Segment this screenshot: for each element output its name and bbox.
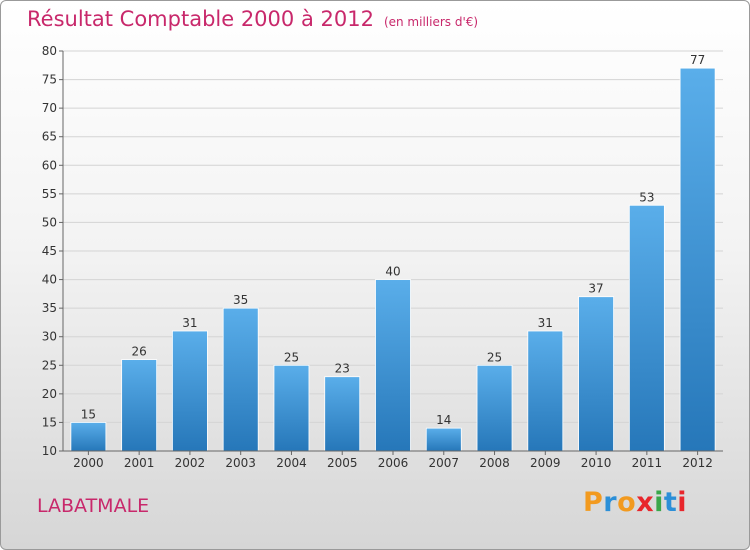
chart-subtitle: (en milliers d'€) xyxy=(383,15,479,29)
bar xyxy=(172,330,208,452)
logo-letter: o xyxy=(617,487,637,518)
x-tick-label: 2009 xyxy=(530,456,561,470)
bar-value-label: 26 xyxy=(132,345,147,359)
commune-name: LABATMALE xyxy=(37,495,150,517)
bar xyxy=(425,427,462,452)
bar-value-label: 77 xyxy=(690,53,705,67)
bar-value-label: 15 xyxy=(81,407,96,421)
x-tick-label: 2000 xyxy=(73,456,104,470)
bar-value-label: 25 xyxy=(284,350,299,364)
bar-value-label: 14 xyxy=(436,413,451,427)
y-tick-label: 20 xyxy=(42,387,57,401)
chart-title: Résultat Comptable 2000 à 2012 xyxy=(27,7,374,31)
bar-value-label: 53 xyxy=(639,190,654,204)
proxiti-logo: Proxiti xyxy=(583,487,687,518)
x-tick-label: 2005 xyxy=(327,456,358,470)
y-tick-label: 10 xyxy=(42,444,57,458)
x-tick-label: 2006 xyxy=(378,456,409,470)
bar xyxy=(70,422,107,452)
y-tick-label: 40 xyxy=(42,273,57,287)
y-tick-label: 35 xyxy=(42,301,57,315)
x-tick-label: 2003 xyxy=(225,456,256,470)
bar-value-label: 31 xyxy=(538,316,553,330)
x-tick-label: 2004 xyxy=(276,456,307,470)
y-tick-label: 80 xyxy=(42,44,57,58)
x-tick-label: 2010 xyxy=(581,456,612,470)
x-tick-label: 2008 xyxy=(479,456,510,470)
y-tick-label: 55 xyxy=(42,187,57,201)
y-tick-label: 70 xyxy=(42,101,57,115)
bar xyxy=(375,279,411,452)
bar-value-label: 40 xyxy=(385,265,400,279)
labels: 10 15 20 25 30 35 40 45 50 55 60 65 70 75 80 15 2000 26 20… xyxy=(42,44,713,470)
axes xyxy=(59,50,723,455)
y-tick-label: 75 xyxy=(42,73,57,87)
bar xyxy=(121,359,158,452)
bar xyxy=(273,364,310,452)
bar-value-label: 35 xyxy=(233,293,248,307)
logo-letter: i xyxy=(654,487,664,518)
bar xyxy=(679,67,716,452)
logo-letter: P xyxy=(583,487,604,518)
x-tick-label: 2001 xyxy=(124,456,155,470)
bar-value-label: 37 xyxy=(588,282,603,296)
bar xyxy=(578,296,614,452)
y-tick-label: 30 xyxy=(42,330,57,344)
x-tick-label: 2007 xyxy=(428,456,459,470)
x-tick-label: 2011 xyxy=(632,456,663,470)
logo-letter: x xyxy=(636,487,655,518)
bar-value-label: 25 xyxy=(487,350,502,364)
bar-value-label: 31 xyxy=(182,316,197,330)
y-tick-label: 50 xyxy=(42,215,57,229)
y-tick-label: 25 xyxy=(42,358,57,372)
bar xyxy=(324,376,361,452)
bar xyxy=(222,307,259,452)
x-tick-label: 2012 xyxy=(682,456,713,470)
y-tick-label: 60 xyxy=(42,158,57,172)
y-tick-label: 15 xyxy=(42,415,57,429)
x-tick-label: 2002 xyxy=(175,456,206,470)
y-tick-label: 45 xyxy=(42,244,57,258)
bar xyxy=(527,330,564,452)
logo-letter: r xyxy=(603,487,618,518)
y-tick-label: 65 xyxy=(42,130,57,144)
title-row: Résultat Comptable 2000 à 2012 (en millie… xyxy=(27,7,478,31)
bar-value-label: 23 xyxy=(335,362,350,376)
bar xyxy=(476,364,513,452)
bar xyxy=(628,204,665,452)
logo-letter: t xyxy=(663,487,678,518)
logo-letter: i xyxy=(677,487,688,518)
